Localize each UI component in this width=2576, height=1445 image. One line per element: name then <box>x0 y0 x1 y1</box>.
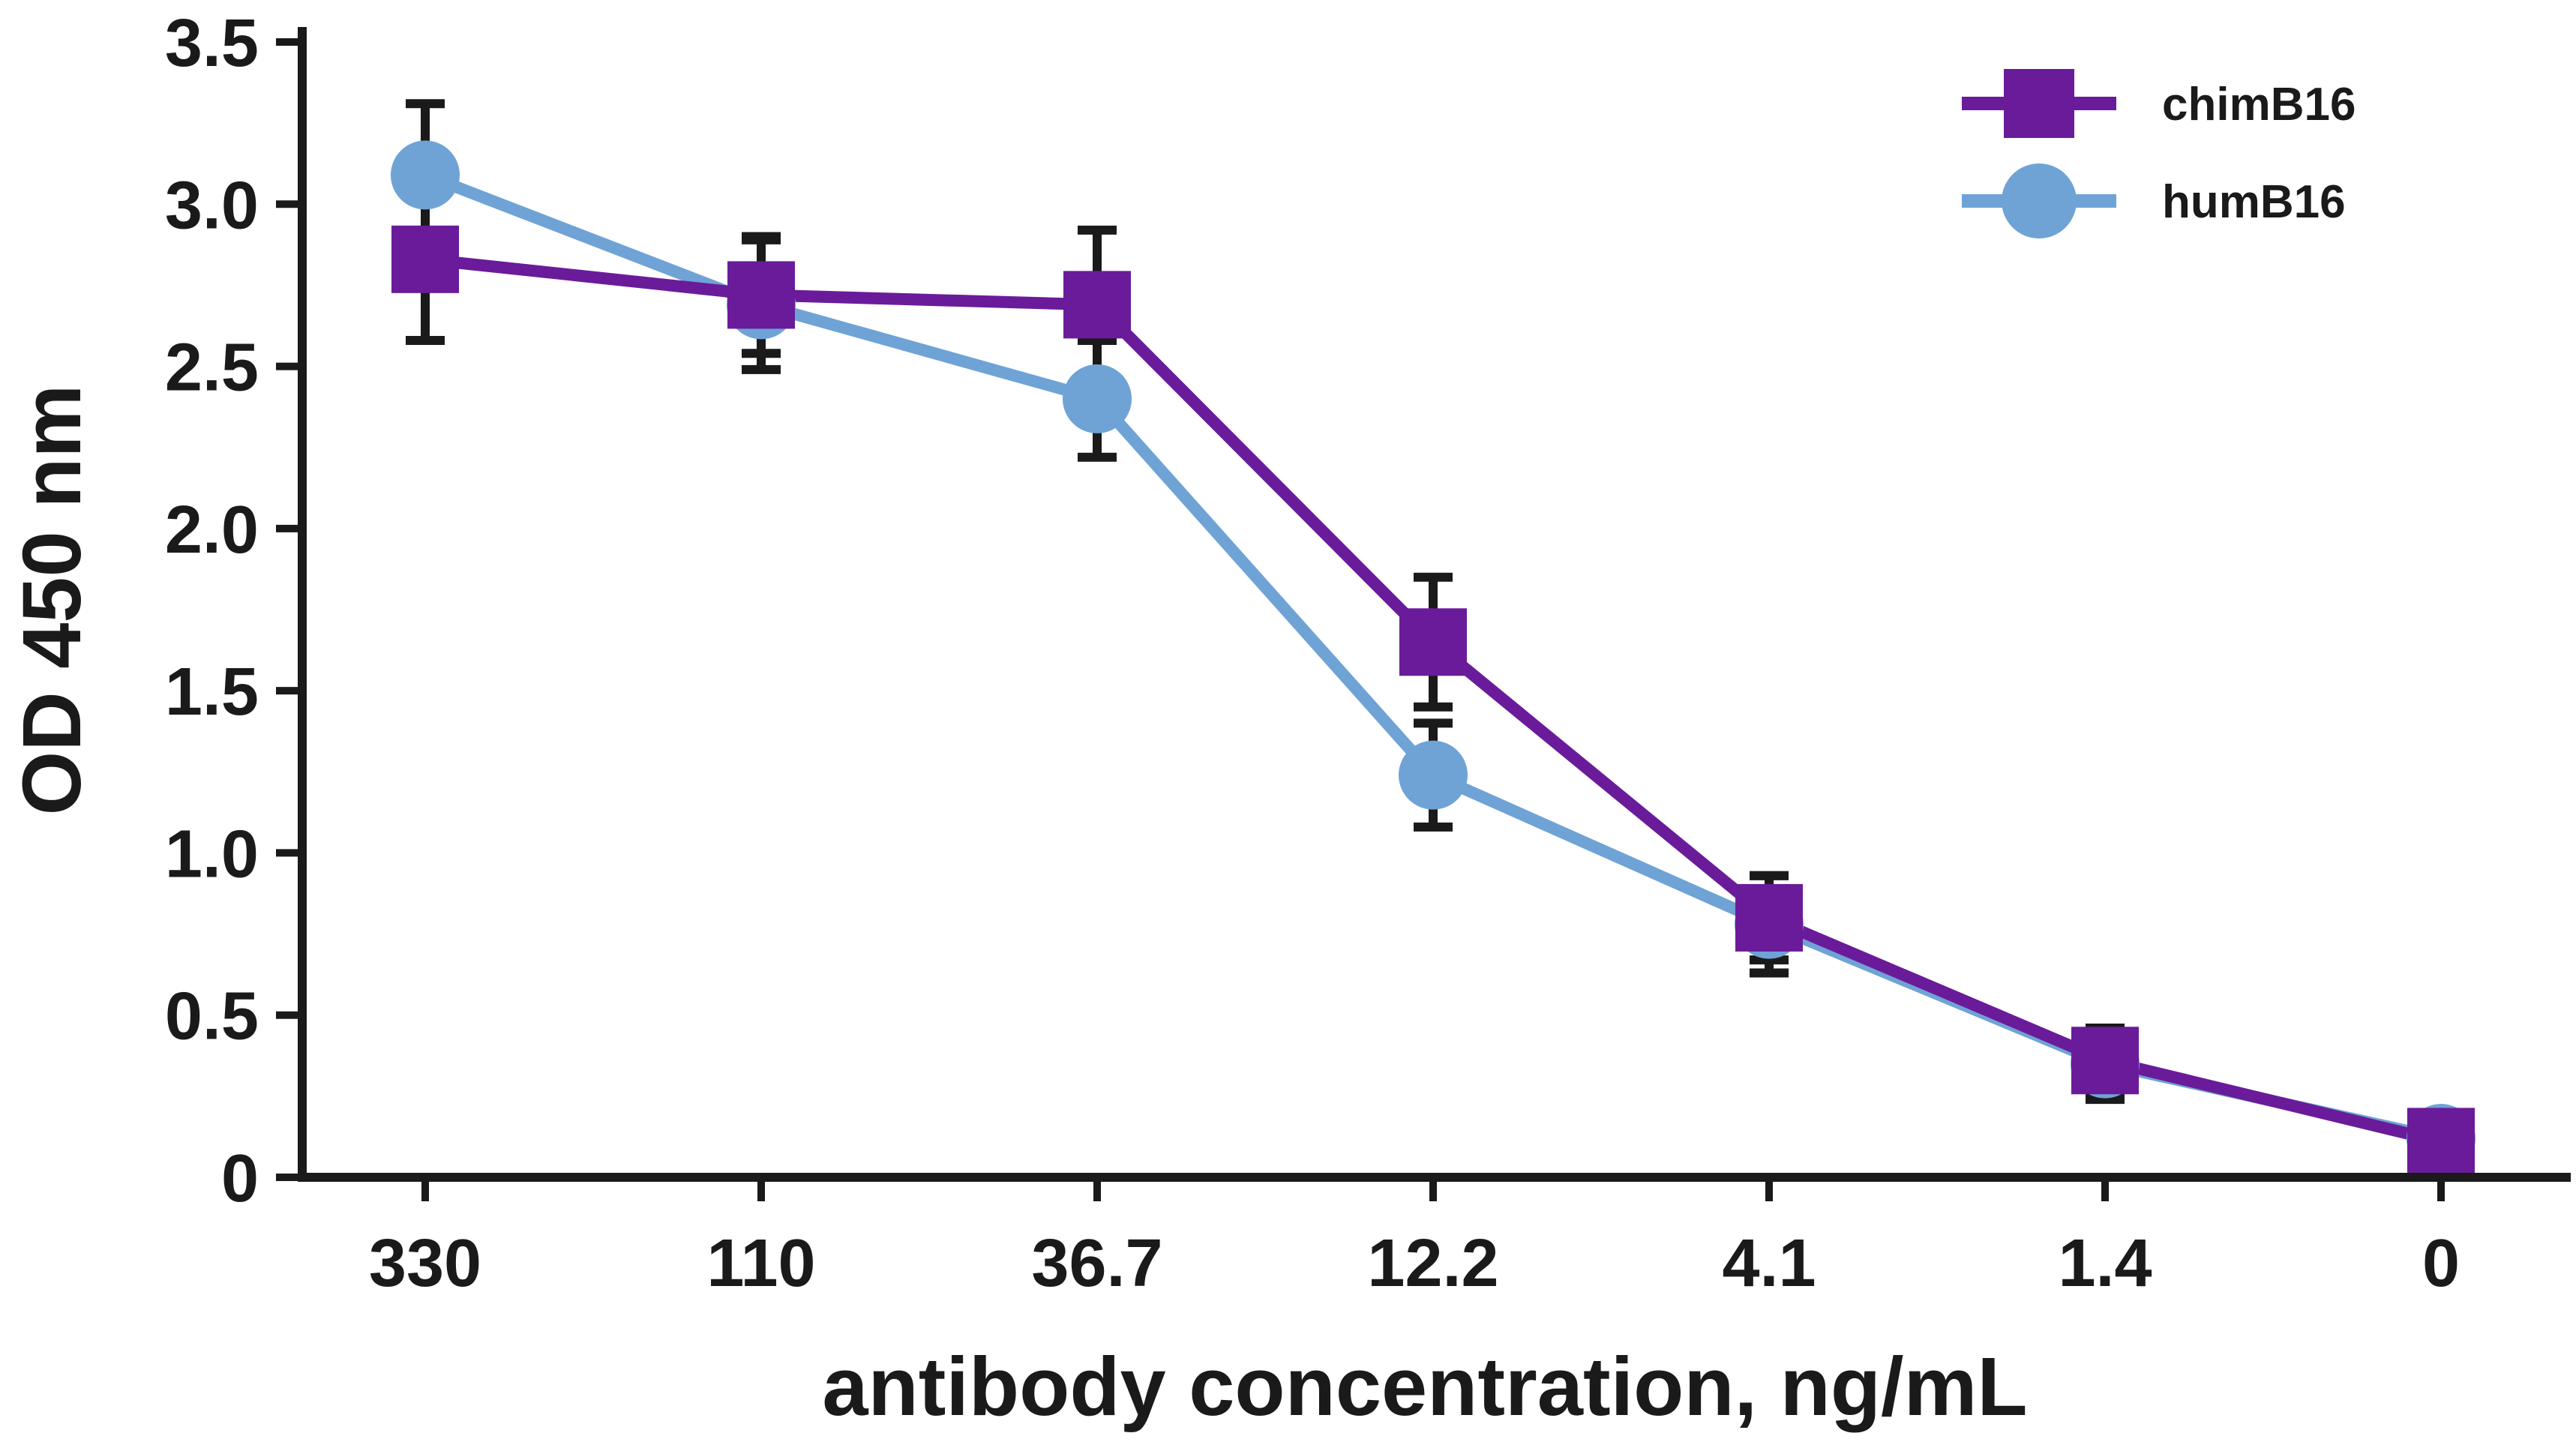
x-axis-ticks: 330 110 36.7 12.2 4.1 1.4 0 <box>369 1177 2460 1301</box>
x-tick-label: 4.1 <box>1722 1226 1816 1301</box>
series-markers <box>391 140 2476 1176</box>
x-tick-label: 1.4 <box>2058 1226 2152 1301</box>
x-tick-label: 12.2 <box>1367 1226 1498 1301</box>
x-tick-label: 330 <box>369 1226 481 1301</box>
y-tick-label: 2.5 <box>165 331 259 406</box>
data-point-chimB16 <box>727 261 795 329</box>
y-tick-label: 0.5 <box>165 979 259 1054</box>
data-point-humB16 <box>1063 364 1132 433</box>
y-tick-label: 0 <box>221 1141 259 1216</box>
y-axis-title: OD 450 nm <box>6 385 98 816</box>
data-point-humB16 <box>1399 740 1468 810</box>
legend-marker-humB16 <box>2002 163 2077 238</box>
legend: chimB16 humB16 <box>1962 69 2356 238</box>
y-tick-label: 3.0 <box>165 168 259 243</box>
data-point-chimB16 <box>1063 271 1131 339</box>
y-tick-label: 3.5 <box>165 6 259 81</box>
y-tick-label: 1.5 <box>165 655 259 730</box>
x-tick-label: 110 <box>706 1226 815 1301</box>
data-point-humB16 <box>391 140 460 210</box>
y-tick-label: 1.0 <box>165 817 259 892</box>
x-tick-label: 0 <box>2422 1226 2460 1301</box>
y-tick-label: 2.0 <box>165 493 259 568</box>
y-axis-ticks: 0 0.5 1.0 1.5 2.0 2.5 3.0 3.5 <box>165 6 302 1216</box>
legend-label-humB16: humB16 <box>2162 176 2346 228</box>
x-axis-title: antibody concentration, ng/mL <box>822 1341 2027 1433</box>
x-tick-label: 36.7 <box>1031 1226 1162 1301</box>
data-point-chimB16 <box>1735 883 1803 952</box>
data-point-chimB16 <box>2407 1108 2475 1176</box>
legend-marker-chimB16 <box>2004 69 2074 138</box>
data-point-chimB16 <box>2071 1027 2139 1095</box>
legend-label-chimB16: chimB16 <box>2162 79 2356 130</box>
data-point-chimB16 <box>391 225 459 293</box>
data-point-chimB16 <box>1399 608 1467 676</box>
